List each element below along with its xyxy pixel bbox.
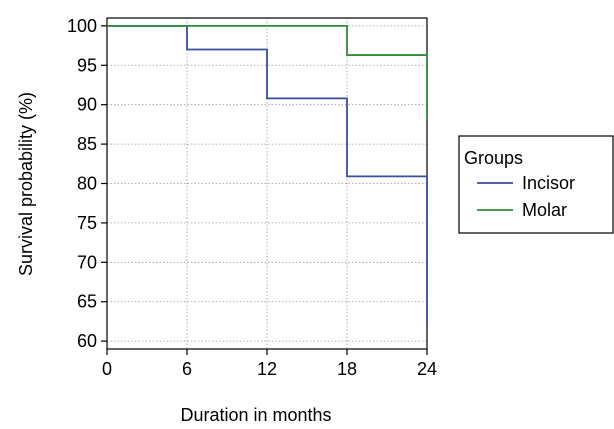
x-tick-label: 0 xyxy=(102,359,112,379)
y-tick-label: 100 xyxy=(67,16,97,36)
x-tick-label: 24 xyxy=(417,359,437,379)
legend-label-incisor: Incisor xyxy=(522,173,575,193)
y-axis-title: Survival probability (%) xyxy=(16,92,36,276)
y-tick-label: 95 xyxy=(77,55,97,75)
x-tick-label: 6 xyxy=(182,359,192,379)
legend: Groups Incisor Molar xyxy=(458,135,614,234)
y-tick-label: 65 xyxy=(77,292,97,312)
x-axis-title: Duration in months xyxy=(180,405,331,425)
y-tick-label: 70 xyxy=(77,252,97,272)
legend-box xyxy=(458,135,614,234)
axis-ticks: 60 65 70 75 80 85 90 95 100 0 6 12 18 24 xyxy=(67,16,437,379)
series-lines xyxy=(107,24,428,326)
x-tick-label: 18 xyxy=(337,359,357,379)
legend-label-molar: Molar xyxy=(522,200,567,220)
legend-title: Groups xyxy=(464,148,523,168)
series-line-molar xyxy=(107,24,428,121)
x-tick-label: 12 xyxy=(257,359,277,379)
y-tick-label: 85 xyxy=(77,134,97,154)
y-tick-label: 75 xyxy=(77,213,97,233)
y-tick-label: 60 xyxy=(77,331,97,351)
y-tick-label: 80 xyxy=(77,174,97,194)
series-line-incisor xyxy=(107,24,428,326)
y-tick-label: 90 xyxy=(77,95,97,115)
